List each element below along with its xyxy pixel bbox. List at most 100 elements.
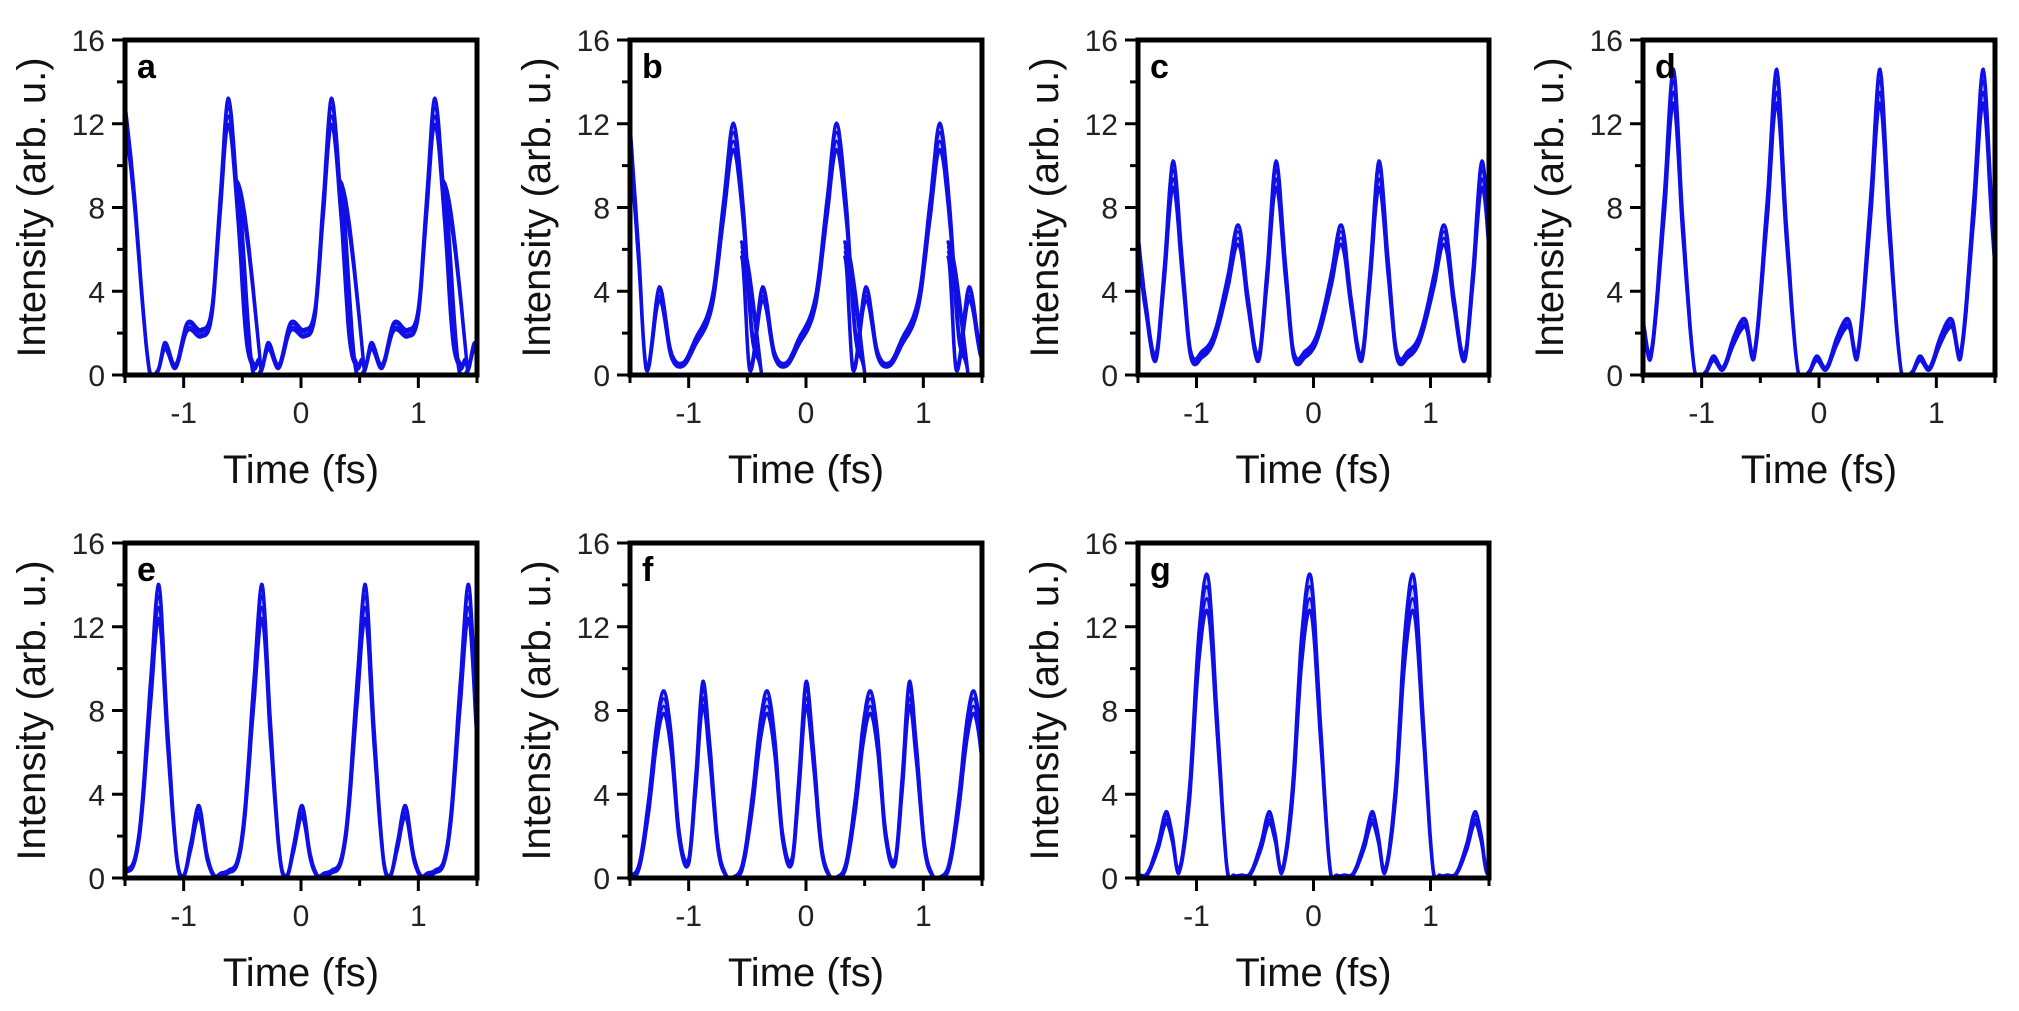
panel-b-data	[630, 121, 982, 375]
x-tick-label: 0	[798, 397, 815, 430]
panel-letter: b	[642, 48, 663, 86]
y-tick-label: 16	[1085, 528, 1118, 561]
series-line-4	[1643, 67, 1995, 375]
y-tick-label: 8	[1101, 193, 1118, 226]
uncertainty-band	[1138, 571, 1489, 878]
y-tick-label: 8	[88, 696, 105, 729]
x-axis-title: Time (fs)	[223, 448, 379, 492]
y-tick-label: 12	[1085, 612, 1118, 645]
y-tick-label: 8	[593, 193, 610, 226]
x-axis-title: Time (fs)	[728, 951, 884, 995]
x-tick-label: 0	[293, 900, 310, 933]
y-tick-label: 0	[88, 863, 105, 896]
series-line-3	[125, 594, 477, 878]
x-tick-label: 1	[915, 397, 932, 430]
panel-a-data	[125, 96, 477, 375]
x-tick-label: -1	[170, 397, 197, 430]
x-tick-label: 1	[1422, 900, 1439, 933]
panel-letter: g	[1150, 551, 1171, 589]
panel-c: -1 0 1 0 4 8 12 16 Time (fs) Intensity (arb. u.) c	[1023, 25, 1492, 492]
y-tick-label: 4	[88, 779, 105, 812]
panel-letter: c	[1150, 48, 1169, 86]
x-tick-label: -1	[675, 397, 702, 430]
y-axis-title: Intensity (arb. u.)	[1023, 57, 1067, 357]
y-tick-label: 12	[577, 109, 610, 142]
series-line-4	[125, 582, 477, 878]
panel-g: -1 0 1 0 4 8 12 16 Time (fs) Intensity (arb. u.) g	[1023, 528, 1492, 995]
y-tick-label: 8	[1101, 696, 1118, 729]
y-tick-label: 16	[72, 528, 105, 561]
y-tick-label: 12	[1085, 109, 1118, 142]
y-tick-label: 0	[1101, 360, 1118, 393]
x-tick-label: 1	[1422, 397, 1439, 430]
y-tick-label: 16	[577, 528, 610, 561]
series-line-4	[125, 96, 477, 375]
y-tick-label: 16	[72, 25, 105, 58]
series-line-4	[630, 121, 982, 374]
panel-e-data	[125, 582, 477, 878]
y-axis-title: Intensity (arb. u.)	[515, 57, 559, 357]
y-tick-label: 0	[593, 863, 610, 896]
panel-d-data	[1643, 67, 1995, 375]
uncertainty-band	[125, 582, 477, 878]
panel-e: -1 0 1 0 4 8 12 16 Time (fs) Intensity (arb. u.) e	[10, 528, 480, 995]
y-tick-label: 16	[577, 25, 610, 58]
y-tick-label: 8	[1606, 193, 1623, 226]
series-line-1	[125, 616, 477, 878]
x-tick-label: 0	[1811, 397, 1828, 430]
x-axis-title: Time (fs)	[1235, 951, 1391, 995]
series-line-4	[1138, 572, 1489, 878]
y-tick-label: 16	[1590, 25, 1623, 58]
y-axis-title: Intensity (arb. u.)	[10, 560, 54, 860]
panel-letter: a	[137, 48, 157, 86]
series-line-1	[1643, 101, 1995, 375]
y-axis-title: Intensity (arb. u.)	[515, 560, 559, 860]
panel-d: -1 0 1 0 4 8 12 16 Time (fs) Intensity (arb. u.) d	[1528, 25, 1998, 492]
x-tick-label: 1	[1928, 397, 1945, 430]
panel-b: -1 0 1 0 4 8 12 16 Time (fs) Intensity (arb. u.) b	[515, 25, 985, 492]
y-tick-label: 12	[577, 612, 610, 645]
panel-letter: e	[137, 551, 156, 589]
plot-frame	[1640, 37, 1998, 378]
panels-group: -1 0 1 0 4 8 12 16 Time (fs) Intensity (arb. u.) a…	[10, 25, 1998, 995]
y-axis-title: Intensity (arb. u.)	[1528, 57, 1572, 357]
x-tick-label: -1	[1183, 397, 1210, 430]
x-tick-label: 0	[293, 397, 310, 430]
x-tick-label: 0	[1305, 900, 1322, 933]
panel-a: -1 0 1 0 4 8 12 16 Time (fs) Intensity (arb. u.) a	[10, 25, 480, 492]
y-tick-label: 12	[72, 109, 105, 142]
x-tick-label: 1	[410, 900, 427, 933]
y-axis-title: Intensity (arb. u.)	[10, 57, 54, 357]
x-tick-label: 0	[798, 900, 815, 933]
panel-c-data	[1138, 159, 1489, 367]
y-tick-label: 0	[1606, 360, 1623, 393]
series-line-4	[1138, 159, 1489, 361]
y-axis-title: Intensity (arb. u.)	[1023, 560, 1067, 860]
panel-f: -1 0 1 0 4 8 12 16 Time (fs) Intensity (arb. u.) f	[515, 528, 985, 995]
y-tick-label: 12	[72, 612, 105, 645]
x-axis-title: Time (fs)	[1235, 448, 1391, 492]
y-tick-label: 4	[1101, 276, 1118, 309]
y-tick-label: 0	[1101, 863, 1118, 896]
x-tick-label: -1	[1183, 900, 1210, 933]
y-tick-label: 4	[1606, 276, 1623, 309]
x-axis-title: Time (fs)	[1741, 448, 1897, 492]
y-tick-label: 0	[593, 360, 610, 393]
y-tick-label: 4	[593, 276, 610, 309]
plot-frame	[122, 37, 480, 378]
y-tick-label: 8	[88, 193, 105, 226]
x-axis-title: Time (fs)	[223, 951, 379, 995]
y-tick-label: 0	[88, 360, 105, 393]
y-tick-label: 8	[593, 696, 610, 729]
x-axis-title: Time (fs)	[728, 448, 884, 492]
x-tick-label: -1	[170, 900, 197, 933]
y-tick-label: 4	[1101, 779, 1118, 812]
x-tick-label: -1	[675, 900, 702, 933]
y-tick-label: 4	[88, 276, 105, 309]
panel-f-data	[630, 679, 982, 878]
plot-frame	[122, 540, 480, 881]
panel-g-data	[1138, 571, 1489, 878]
series-line-4	[630, 679, 982, 878]
plot-frame	[1135, 37, 1492, 378]
